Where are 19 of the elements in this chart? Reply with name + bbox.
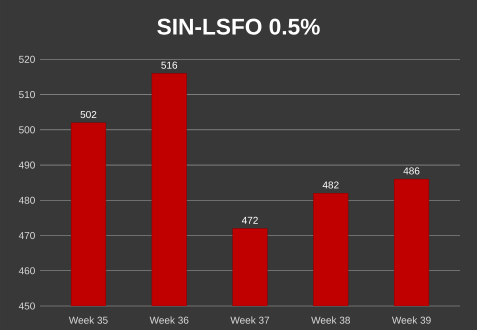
y-tick-label: 470 bbox=[18, 232, 35, 240]
x-tick-label: Week 37 bbox=[230, 316, 270, 324]
data-label: 472 bbox=[242, 216, 258, 224]
data-label: 482 bbox=[322, 181, 339, 189]
x-tick-label: Week 35 bbox=[68, 316, 108, 324]
data-label: 502 bbox=[80, 110, 96, 118]
data-label: 516 bbox=[161, 62, 178, 69]
y-tick-label: 490 bbox=[18, 162, 35, 169]
x-tick-label: Week 36 bbox=[150, 316, 188, 324]
y-tick-label: 500 bbox=[19, 126, 35, 134]
y-tick-label: 520 bbox=[19, 56, 35, 63]
chart-title: SIN-LSFO 0.5% bbox=[157, 18, 320, 35]
y-tick-label: 510 bbox=[19, 91, 35, 98]
y-tick-label: 450 bbox=[18, 302, 35, 310]
data-label: 486 bbox=[403, 167, 420, 174]
y-tick-label: 460 bbox=[18, 267, 35, 274]
x-tick-label: Week 39 bbox=[392, 316, 431, 324]
y-tick-label: 480 bbox=[18, 196, 35, 204]
x-tick-label: Week 38 bbox=[311, 316, 350, 324]
